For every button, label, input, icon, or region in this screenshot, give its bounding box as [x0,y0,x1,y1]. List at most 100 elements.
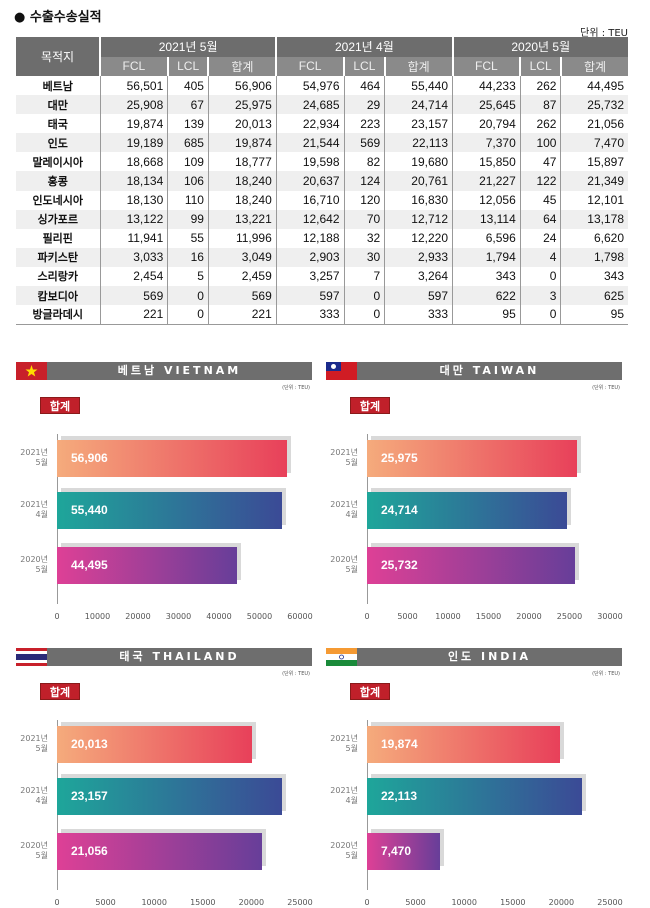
chart-panel: 태국 THAILAND (단위 : TEU) 합계 20,013 2021년 5월 23,1… [16,648,313,907]
x-tick-label: 20000 [548,898,575,907]
value-cell: 100 [520,133,562,153]
subheader-합계: 합계 [384,56,454,76]
table-row: 인도 19,189 685 19,874 21,544 569 22,113 7,370 100… [16,133,628,153]
value-cell: 7,370 [452,133,521,153]
value-cell: 24,685 [276,95,345,115]
table-row: 홍콩 18,134 106 18,240 20,637 124 20,761 21,227 12… [16,171,628,191]
value-cell: 0 [167,305,209,325]
value-cell: 124 [344,171,386,191]
destination-cell: 말레이시아 [16,152,101,172]
value-cell: 333 [384,305,453,325]
period-header: 2020년 5월 [452,37,628,57]
x-tick-label: 5000 [397,612,418,621]
value-cell: 24 [520,228,562,248]
value-cell: 122 [520,171,562,191]
category-label-line: 4월 [35,510,48,519]
value-cell: 1,798 [560,247,628,267]
destination-cell: 필리핀 [16,228,101,248]
chart-unit: (단위 : TEU) [592,385,620,391]
value-cell: 29 [344,95,386,115]
value-cell: 106 [167,171,209,191]
value-cell: 221 [100,305,169,325]
value-cell: 44,233 [452,76,521,96]
india-flag [326,648,357,666]
value-cell: 18,130 [100,190,169,210]
value-cell: 44,495 [587,78,624,93]
value-cell: 221 [208,305,277,325]
table-row: 필리핀 11,941 55 11,996 12,188 32 12,220 6,596 24 6,… [16,228,628,248]
destination-cell: 방글라데시 [16,305,101,325]
vietnam-flag [16,362,47,380]
subheader-fcl: FCL [276,56,346,76]
value-cell: 3,049 [208,247,277,267]
value-cell: 597 [384,286,453,306]
category-label-line: 2021년 [330,500,358,509]
value-cell: 11,941 [100,228,169,248]
destination-cell: 스리랑카 [16,266,101,287]
x-tick-label: 0 [364,612,370,621]
category-label: 2020년 5월 [326,841,358,861]
bar: 25,975 [367,440,578,477]
bar: 44,495 [57,547,238,584]
category-label-line: 2020년 [20,841,48,850]
value-cell: 12,712 [384,209,453,229]
value-cell: 11,996 [208,228,277,248]
chart-unit: (단위 : TEU) [282,671,310,677]
chart-panel: 대만 TAIWAN (단위 : TEU) 합계 25,975 2021년 5월 24,714… [326,362,623,621]
chart-title: 대만 TAIWAN [357,362,622,380]
x-tick-label: 10000 [141,898,167,907]
x-tick-label: 25000 [597,898,623,907]
value-cell: 569 [208,286,277,306]
value-cell: 21,227 [452,171,521,191]
value-cell: 70 [344,209,386,229]
chart-unit: (단위 : TEU) [282,385,310,391]
value-cell: 18,134 [100,171,169,191]
value-cell: 16,830 [384,190,453,210]
table-row: 파키스탄 3,033 16 3,049 2,903 30 2,933 1,794 4 1,798 [16,247,628,267]
subheader-fcl: FCL [452,56,522,76]
x-tick-label: 60000 [287,612,313,621]
value-cell: 64 [520,209,562,229]
value-cell: 19,874 [100,114,169,134]
value-cell: 12,101 [587,193,624,208]
value-cell: 45 [520,190,562,210]
value-cell: 622 [452,286,521,306]
value-cell: 25,908 [100,95,169,115]
destination-cell: 인도네시아 [16,190,101,210]
x-tick-label: 20000 [125,612,151,621]
value-cell: 16,710 [276,190,345,210]
value-cell: 262 [520,76,562,96]
bar: 24,714 [367,492,568,529]
value-cell: 20,637 [276,171,345,191]
value-cell: 343 [452,266,521,287]
x-tick-label: 5000 [405,898,426,907]
category-label: 2021년 4월 [16,786,48,806]
value-cell: 25,732 [560,95,628,115]
value-cell: 19,189 [100,133,169,153]
value-cell: 67 [167,95,209,115]
bar: 7,470 [367,833,440,870]
value-cell: 6,596 [452,228,521,248]
destination-cell: 베트남 [16,76,101,96]
value-cell: 55 [167,228,209,248]
value-cell: 110 [167,190,209,210]
value-cell: 18,668 [100,152,169,172]
x-tick-label: 30000 [597,612,623,621]
chart-title: 태국 THAILAND [47,648,312,666]
x-tick-label: 40000 [206,612,232,621]
category-label-line: 2021년 [20,734,48,743]
category-label: 2021년 4월 [326,786,358,806]
category-label-line: 2020년 [20,555,48,564]
value-cell: 405 [167,76,209,96]
x-tick-label: 30000 [165,612,192,621]
value-cell: 20,761 [384,171,453,191]
value-cell: 55,440 [384,76,453,96]
value-cell: 32 [344,228,386,248]
value-cell: 2,933 [384,247,453,267]
bar: 25,732 [367,547,576,584]
category-label: 2020년 5월 [326,555,358,575]
subheader-lcl: LCL [520,56,562,76]
category-label-line: 5월 [345,458,358,467]
value-cell: 464 [344,76,386,96]
value-cell: 12,056 [452,190,521,210]
